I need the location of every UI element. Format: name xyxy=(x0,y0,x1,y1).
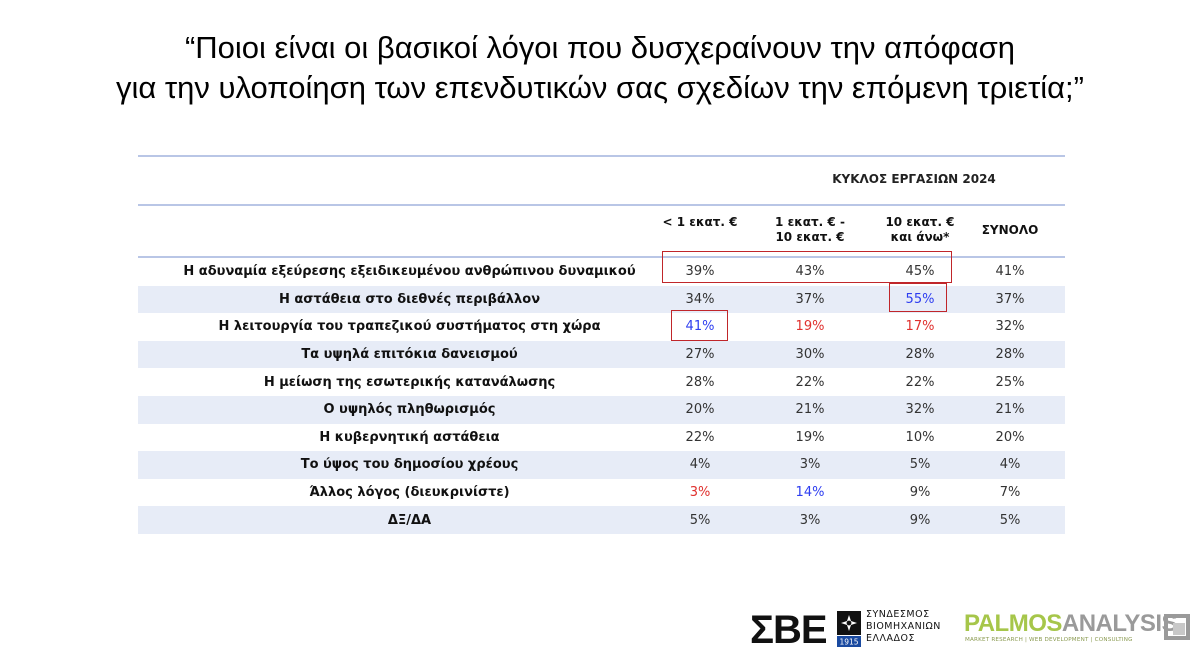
palmos-analysis-logo: PALMOSANALYSIS MARKET RESEARCH | WEB DEV… xyxy=(964,610,1195,650)
row-label: Η αστάθεια στο διεθνές περιβάλλον xyxy=(138,286,681,314)
row-value-cell: 3% xyxy=(755,506,865,534)
row-value-cell: 21% xyxy=(755,396,865,424)
row-value-cell: 5% xyxy=(645,506,755,534)
row-label: ΔΞ/ΔΑ xyxy=(138,506,681,534)
row-value-cell: 19% xyxy=(755,313,865,341)
svg-text:1915: 1915 xyxy=(839,638,858,647)
row-label: Η κυβερνητική αστάθεια xyxy=(138,424,681,452)
sbe-emblem-icon: 1915 xyxy=(837,611,861,647)
palmos-tagline: MARKET RESEARCH | WEB DEVELOPMENT | CONS… xyxy=(965,637,1133,643)
row-value-cell: 25% xyxy=(955,368,1065,396)
footer-logos: ΣΒΕ 1915 ΣΥΝΔΕΣΜΟΣ ΒΙΟΜΗΧΑΝΙΩΝ ΕΛΛΑΔΟΣ P… xyxy=(750,608,1195,652)
table-row: Η λειτουργία του τραπεζικού συστήματος σ… xyxy=(138,313,1065,341)
row-value-cell: 22% xyxy=(645,424,755,452)
table-row: Η κυβερνητική αστάθεια 22% 19% 10% 20% xyxy=(138,424,1065,452)
sbe-logo-letters: ΣΒΕ xyxy=(750,608,827,652)
row-label: Το ύψος του δημοσίου χρέους xyxy=(138,451,681,479)
table-row: ΔΞ/ΔΑ 5% 3% 9% 5% xyxy=(138,506,1065,534)
row-label: Η λειτουργία του τραπεζικού συστήματος σ… xyxy=(138,313,681,341)
callout-box-row2 xyxy=(889,283,947,312)
group-header-rule xyxy=(138,204,1065,206)
row-value-cell: 4% xyxy=(955,451,1065,479)
row-value-cell: 32% xyxy=(955,313,1065,341)
sbe-logo-name: ΣΥΝΔΕΣΜΟΣ ΒΙΟΜΗΧΑΝΙΩΝ ΕΛΛΑΔΟΣ xyxy=(866,609,941,645)
table-row: Ο υψηλός πληθωρισμός 20% 21% 32% 21% xyxy=(138,396,1065,424)
table-row: Άλλος λόγος (διευκρινίστε) 3% 14% 9% 7% xyxy=(138,479,1065,507)
group-header: ΚΥΚΛΟΣ ΕΡΓΑΣΙΩΝ 2024 xyxy=(794,172,1034,186)
row-value-cell: 37% xyxy=(755,286,865,314)
row-label: Τα υψηλά επιτόκια δανεισμού xyxy=(138,341,681,369)
row-label: Η μείωση της εσωτερικής κατανάλωσης xyxy=(138,368,681,396)
row-value-cell: 28% xyxy=(645,368,755,396)
palmos-logo-part1: PALMOS xyxy=(964,610,1062,637)
row-label: Ο υψηλός πληθωρισμός xyxy=(138,396,681,424)
callout-box-row1 xyxy=(662,251,952,283)
title-line-2: για την υλοποίηση των επενδυτικών σας σχ… xyxy=(0,68,1200,108)
column-header-lt-1m: < 1 εκατ. € xyxy=(645,215,755,230)
row-value-cell: 22% xyxy=(755,368,865,396)
column-header-total: ΣΥΝΟΛΟ xyxy=(955,223,1065,238)
column-header-1m-10m: 1 εκατ. € -10 εκατ. € xyxy=(755,215,865,245)
palmos-square-icon xyxy=(1164,614,1194,644)
row-value-cell: 30% xyxy=(755,341,865,369)
row-value-cell: 20% xyxy=(955,424,1065,452)
row-value-cell: 5% xyxy=(955,506,1065,534)
row-value-cell: 37% xyxy=(955,286,1065,314)
row-value-cell: 19% xyxy=(755,424,865,452)
row-value-cell: 7% xyxy=(955,479,1065,507)
title-line-1: “Ποιοι είναι οι βασικοί λόγοι που δυσχερ… xyxy=(0,28,1200,68)
row-value-cell: 14% xyxy=(755,479,865,507)
table-row: Τα υψηλά επιτόκια δανεισμού 27% 30% 28% 28% xyxy=(138,341,1065,369)
row-value-cell: 41% xyxy=(955,258,1065,286)
row-value-cell: 3% xyxy=(755,451,865,479)
table-row: Η μείωση της εσωτερικής κατανάλωσης 28% 22… xyxy=(138,368,1065,396)
table-top-rule xyxy=(138,155,1065,157)
row-label: Η αδυναμία εξεύρεσης εξειδικευμένου ανθρ… xyxy=(138,258,681,286)
slide-title: “Ποιοι είναι οι βασικοί λόγοι που δυσχερ… xyxy=(0,28,1200,108)
row-value-cell: 28% xyxy=(955,341,1065,369)
row-value-cell: 20% xyxy=(645,396,755,424)
table-row: Το ύψος του δημοσίου χρέους 4% 3% 5% 4% xyxy=(138,451,1065,479)
row-value-cell: 4% xyxy=(645,451,755,479)
row-label: Άλλος λόγος (διευκρινίστε) xyxy=(138,479,681,507)
row-value-cell: 3% xyxy=(645,479,755,507)
row-value-cell: 27% xyxy=(645,341,755,369)
callout-box-row3 xyxy=(671,310,728,341)
palmos-logo-part2: ANALYSIS xyxy=(1062,610,1177,637)
row-value-cell: 21% xyxy=(955,396,1065,424)
